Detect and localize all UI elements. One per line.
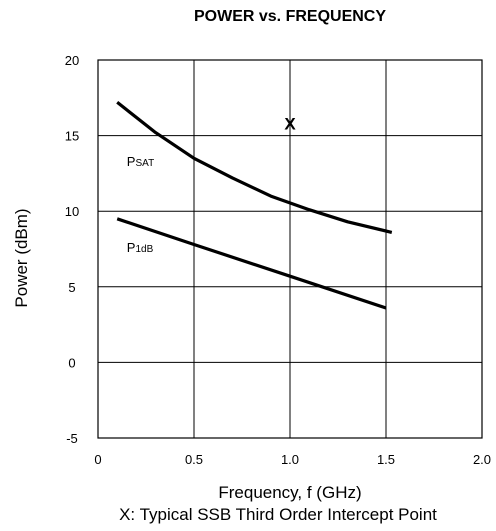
series-label-sub: 1dB — [135, 244, 153, 255]
series-label-main: P — [127, 154, 136, 169]
series-label-main: P — [127, 240, 136, 255]
series-line-1db — [116, 217, 387, 310]
x-tick-label: 0 — [94, 452, 101, 467]
series-label-sat: PSAT — [127, 154, 154, 169]
chart-footnote: X: Typical SSB Third Order Intercept Poi… — [119, 505, 437, 524]
series-label-sub: SAT — [135, 158, 154, 169]
y-tick-label: 5 — [68, 280, 75, 295]
series-label-1db: P1dB — [127, 240, 154, 255]
x-tick-label: 0.5 — [185, 452, 203, 467]
y-tick-label: 0 — [68, 355, 75, 370]
y-tick-label: 10 — [65, 204, 79, 219]
plot-frame — [97, 59, 483, 439]
x-tick-label: 1.5 — [377, 452, 395, 467]
x-tick-label: 1.0 — [281, 452, 299, 467]
x-axis-title: Frequency, f (GHz) — [218, 483, 362, 502]
intercept-marker: X — [284, 115, 296, 134]
chart-title: POWER vs. FREQUENCY — [193, 8, 387, 25]
series-line-sat — [116, 101, 393, 234]
y-tick-label: 15 — [65, 129, 79, 144]
y-tick-label: 20 — [65, 53, 79, 68]
x-tick-label: 2.0 — [473, 452, 491, 467]
y-tick-label: -5 — [66, 431, 78, 446]
